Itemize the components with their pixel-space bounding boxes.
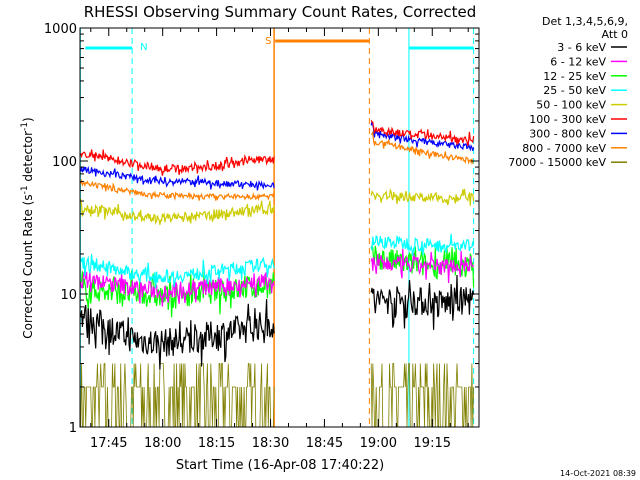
x-axis-label: Start Time (16-Apr-08 17:40:22): [176, 458, 384, 473]
series-6-12keV: [80, 248, 475, 307]
series-segment: [80, 178, 275, 202]
series-segment: [80, 165, 275, 191]
legend-label: 100 - 300 keV: [529, 113, 606, 126]
legend-label: 12 - 25 keV: [543, 70, 606, 83]
legend-label: 6 - 12 keV: [550, 55, 606, 68]
series-segment: [80, 270, 275, 307]
generation-timestamp: 14-Oct-2021 08:39: [560, 469, 636, 478]
chart-title: RHESSI Observing Summary Count Rates, Co…: [84, 3, 477, 21]
series-segment: [370, 233, 475, 257]
y-tick-label: 10: [60, 288, 77, 303]
x-tick-label: 18:00: [144, 436, 181, 451]
legend-header-line2: Att 0: [602, 28, 628, 41]
legend-header-line1: Det 1,3,4,5,6,9,: [542, 15, 628, 28]
series-segment: [80, 149, 275, 176]
series-25-50keV: [80, 233, 475, 289]
series-50-100keV: [80, 187, 475, 226]
legend-label: 7000 - 15000 keV: [508, 156, 606, 169]
series-segment: [80, 198, 275, 226]
series-100-300keV: [80, 120, 475, 176]
x-axis-ticks: 17:45 18:00 18:15 18:30 18:45 19:00 19:15: [90, 28, 469, 451]
x-tick-label: 19:00: [360, 436, 397, 451]
x-tick-label: 19:15: [414, 436, 451, 451]
series-segment: [370, 248, 475, 284]
night-label: N: [140, 42, 147, 53]
plot-frame: [79, 27, 480, 428]
legend-label: 800 - 7000 keV: [522, 142, 606, 155]
series-800-7000keV: [80, 130, 474, 202]
x-tick-label: 18:30: [252, 436, 289, 451]
series-segment: [370, 120, 475, 147]
series-3-6keV: [80, 274, 475, 370]
x-tick-label: 17:45: [90, 436, 127, 451]
y-tick-label: 100: [52, 155, 77, 170]
legend-label: 25 - 50 keV: [543, 84, 606, 97]
y-axis-ticks: 1 10 100 1000: [44, 22, 479, 436]
x-tick-label: 18:45: [306, 436, 343, 451]
series-segment: [80, 299, 275, 370]
legend-label: 50 - 100 keV: [536, 99, 606, 112]
observing-bands: NS: [79, 28, 475, 427]
series-segment: [370, 187, 475, 206]
series-segment: [370, 274, 475, 330]
legend-label: 3 - 6 keV: [557, 41, 606, 54]
legend-label: 300 - 800 keV: [529, 127, 606, 140]
series-segment: [80, 254, 275, 289]
saa-label: S: [265, 36, 271, 47]
y-tick-label: 1000: [44, 22, 77, 37]
y-axis-label: Corrected Count Rate (s-1 detector-1): [20, 117, 35, 338]
y-tick-label: 1: [69, 421, 77, 436]
x-tick-label: 18:15: [198, 436, 235, 451]
series-segment: [370, 130, 474, 165]
